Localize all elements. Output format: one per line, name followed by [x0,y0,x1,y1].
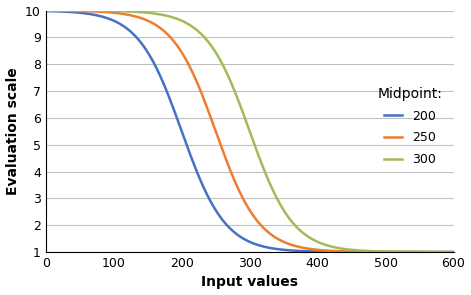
250 [451,250,456,254]
250 [199,93,205,97]
300 [217,58,223,61]
200 [399,250,405,254]
200 [89,13,95,16]
200 [443,250,448,254]
300 [89,9,95,12]
250 [399,250,405,254]
250 [114,11,119,15]
300 [114,9,119,13]
X-axis label: Input values: Input values [201,276,298,289]
250 [43,9,49,12]
200 [451,250,456,254]
250 [217,141,223,145]
300 [43,9,49,12]
300 [399,250,405,254]
Line: 250: 250 [46,11,454,252]
300 [451,250,456,254]
300 [199,33,205,37]
Y-axis label: Evaluation scale: Evaluation scale [6,68,20,195]
Legend: 200, 250, 300: 200, 250, 300 [373,82,447,171]
200 [199,182,205,186]
250 [89,10,95,13]
200 [217,214,223,218]
200 [114,20,119,24]
Line: 200: 200 [46,11,454,252]
300 [443,250,448,254]
Line: 300: 300 [46,11,454,252]
200 [43,9,49,13]
250 [443,250,448,254]
